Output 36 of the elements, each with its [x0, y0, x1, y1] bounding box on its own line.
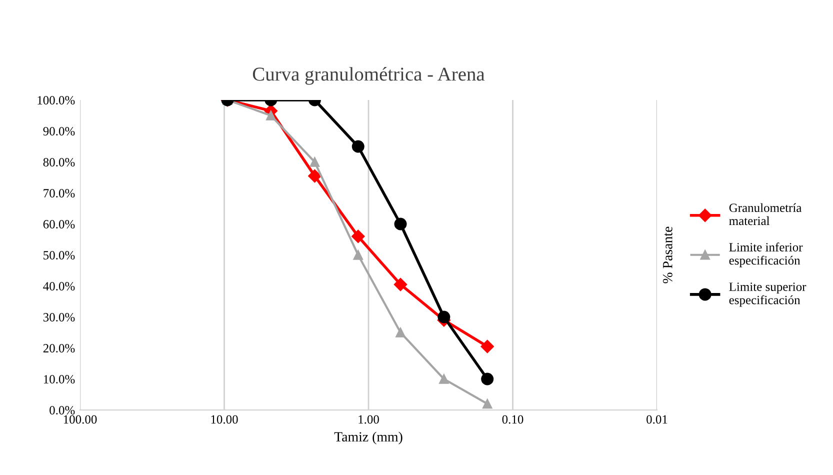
point [482, 398, 492, 409]
point [352, 230, 365, 243]
point [480, 340, 494, 354]
point [439, 374, 449, 384]
x-tick-label: 0.01 [646, 415, 668, 424]
y-tick-label: 90.0% [43, 127, 75, 136]
y-tick-label: 50.0% [44, 251, 75, 260]
point [438, 310, 450, 324]
legend-label: Limite superior especificación [729, 282, 806, 307]
y-tick-label: 10.0% [44, 375, 75, 384]
x-tick-label: 0.10 [502, 415, 524, 424]
point [394, 218, 407, 230]
point [481, 372, 494, 386]
x-tick-label: 1.00 [358, 415, 379, 424]
y-tick-label: 40.0% [43, 282, 75, 291]
point [396, 328, 406, 338]
x-tick-label: 10.00 [211, 415, 238, 424]
chart-title: Curva granulométrica - Arena [252, 67, 485, 85]
y-tick-label: 100.0% [38, 96, 75, 105]
point [310, 157, 320, 167]
y-tick-label: 0.0% [50, 406, 75, 415]
point [352, 140, 364, 153]
point [308, 169, 322, 183]
x-axis-title: Tamiz (mm) [334, 432, 402, 444]
legend-label: Limite inferior especificación [729, 242, 803, 268]
y-tick-label: 30.0% [43, 313, 75, 322]
point [394, 278, 408, 292]
point [266, 110, 276, 120]
y-axis-title: % Pasante [662, 226, 672, 284]
y-tick-label: 80.0% [43, 158, 75, 167]
y-tick-label: 70.0% [44, 189, 75, 198]
y-tick-label: 60.0% [43, 220, 75, 229]
y-tick-label: 20.0% [43, 344, 75, 353]
point [353, 250, 363, 260]
legend-label: Granulometría material [729, 203, 802, 226]
x-tick-label: 100.00 [64, 415, 97, 424]
